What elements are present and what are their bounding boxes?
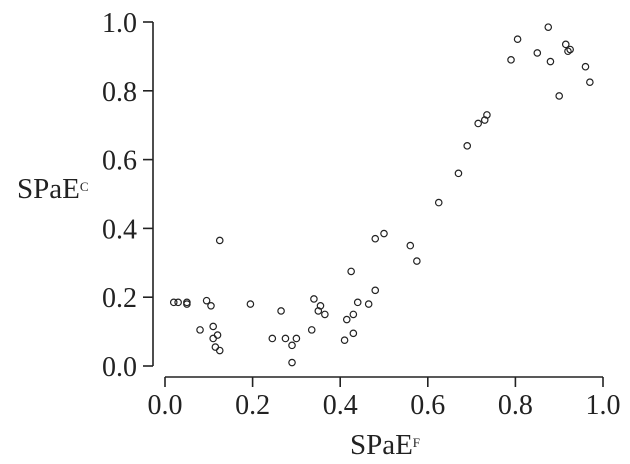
data-point bbox=[211, 343, 220, 351]
x-tick-label: 0.6 bbox=[410, 390, 445, 421]
data-point bbox=[174, 298, 182, 307]
data-point bbox=[507, 56, 515, 64]
data-point bbox=[288, 341, 296, 350]
data-point bbox=[183, 300, 191, 308]
x-axis: 0.0 0.2 0.4 0.6 0.8 1.0 bbox=[148, 376, 621, 421]
data-point bbox=[371, 286, 380, 295]
data-point bbox=[555, 92, 564, 100]
data-point bbox=[566, 45, 574, 54]
y-tick-label: 0.6 bbox=[102, 146, 137, 177]
data-point bbox=[406, 241, 415, 250]
data-point bbox=[371, 234, 380, 243]
data-point bbox=[483, 111, 491, 119]
y-axis-label: SPaEC bbox=[17, 173, 89, 205]
data-point bbox=[347, 267, 355, 276]
data-point bbox=[169, 298, 178, 307]
x-tick-label: 0.4 bbox=[323, 390, 358, 421]
data-point bbox=[546, 57, 555, 66]
data-point bbox=[353, 298, 362, 307]
data-point bbox=[342, 315, 351, 324]
data-point bbox=[454, 169, 463, 178]
data-point bbox=[364, 300, 373, 308]
x-axis-label: SPaEF bbox=[350, 429, 420, 461]
y-tick-label: 1.0 bbox=[102, 8, 137, 39]
data-point bbox=[277, 307, 285, 315]
data-point bbox=[207, 301, 215, 310]
data-point bbox=[463, 142, 472, 150]
data-point bbox=[246, 300, 255, 308]
data-point bbox=[544, 23, 553, 31]
data-point bbox=[310, 295, 318, 303]
data-point bbox=[215, 236, 224, 245]
y-axis: 0.0 0.2 0.4 0.6 0.8 1.0 bbox=[102, 8, 154, 383]
data-point bbox=[340, 336, 349, 345]
y-tick-label: 0.0 bbox=[102, 352, 137, 383]
data-point bbox=[215, 346, 224, 355]
x-tick-label: 0.8 bbox=[498, 390, 533, 421]
y-tick-label: 0.4 bbox=[102, 214, 137, 245]
data-point bbox=[213, 331, 222, 339]
data-point bbox=[314, 307, 323, 315]
data-point bbox=[413, 257, 421, 265]
data-point bbox=[434, 198, 443, 207]
data-point bbox=[196, 326, 204, 334]
data-point bbox=[561, 40, 570, 49]
data-point bbox=[321, 310, 329, 319]
data-point bbox=[513, 35, 522, 44]
data-point bbox=[564, 47, 572, 56]
data-point bbox=[380, 229, 388, 238]
data-point bbox=[533, 49, 542, 57]
y-tick-label: 0.8 bbox=[102, 77, 137, 108]
x-tick-label: 1.0 bbox=[586, 390, 621, 421]
data-point bbox=[281, 334, 290, 343]
data-point bbox=[581, 62, 590, 71]
data-point bbox=[349, 329, 358, 338]
data-point bbox=[288, 358, 296, 367]
data-point bbox=[474, 119, 482, 128]
data-point bbox=[209, 334, 217, 343]
y-tick-label: 0.2 bbox=[102, 283, 137, 314]
data-points bbox=[169, 23, 594, 367]
data-point bbox=[202, 296, 211, 305]
x-tick-label: 0.2 bbox=[235, 390, 270, 421]
data-point bbox=[586, 78, 594, 87]
data-point bbox=[307, 326, 316, 334]
data-point bbox=[292, 334, 301, 343]
data-point bbox=[209, 322, 217, 331]
data-point bbox=[349, 310, 358, 319]
data-point bbox=[268, 334, 277, 343]
x-tick-label: 0.0 bbox=[148, 390, 183, 421]
